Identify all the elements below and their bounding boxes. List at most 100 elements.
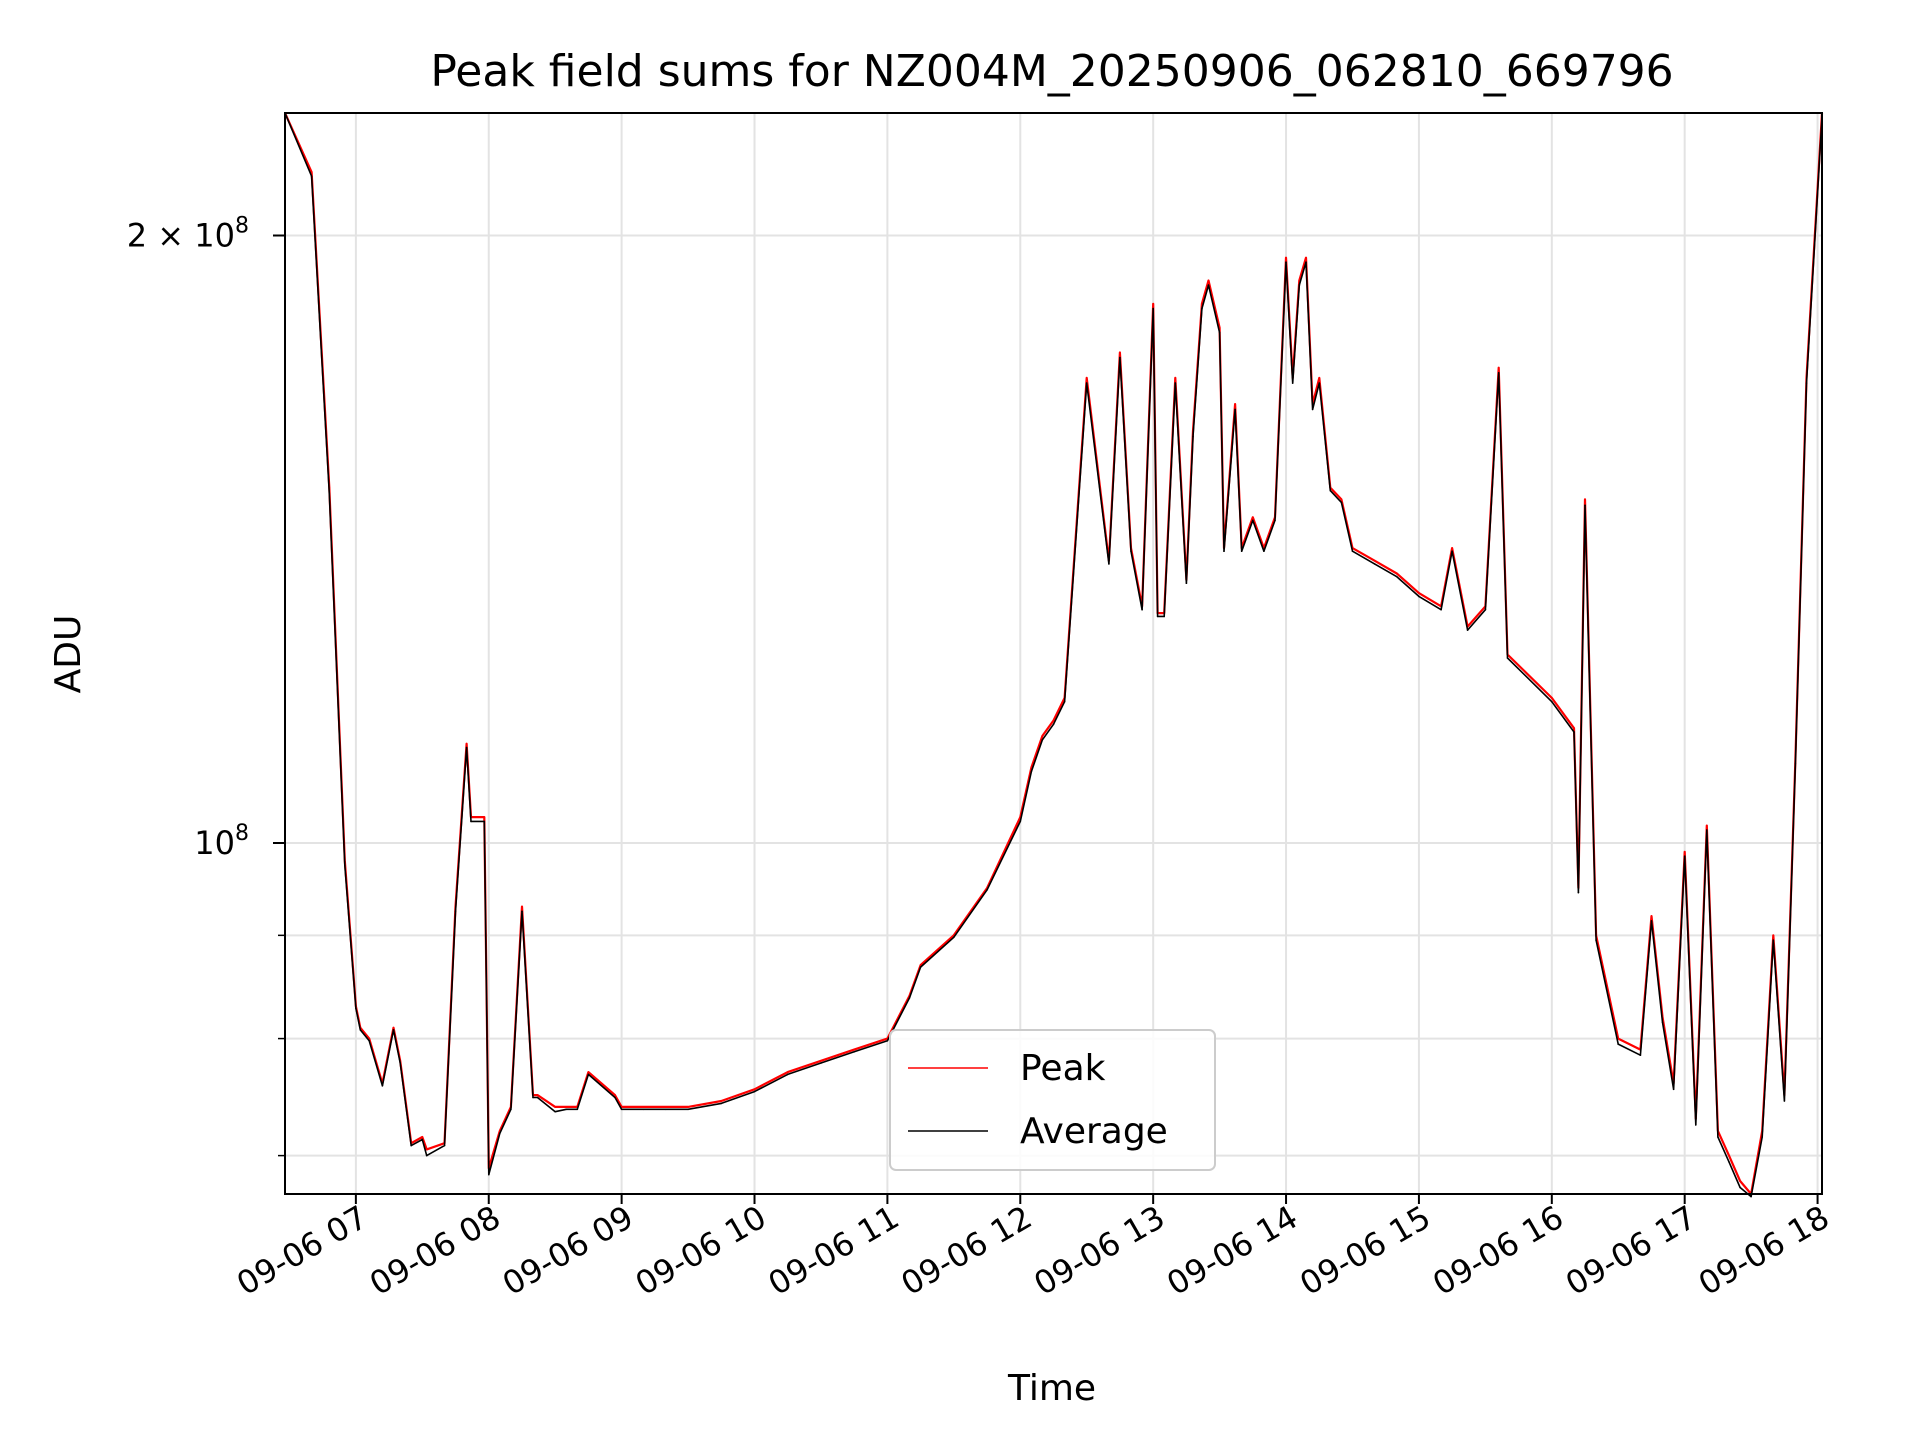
data-point <box>1584 498 1586 501</box>
data-point <box>886 1040 889 1042</box>
data-point <box>1577 891 1580 894</box>
data-point <box>532 1096 534 1099</box>
data-point <box>1573 727 1575 729</box>
data-point <box>554 1106 556 1108</box>
data-point <box>1466 629 1469 631</box>
data-point <box>919 964 922 966</box>
data-point <box>753 1088 756 1091</box>
data-point <box>786 1073 789 1076</box>
data-point <box>1311 408 1314 411</box>
data-point <box>368 1040 371 1042</box>
data-point <box>410 1144 413 1147</box>
data-point <box>1218 331 1221 334</box>
data-point <box>1291 382 1294 384</box>
data-point <box>565 1106 568 1108</box>
data-point <box>687 1106 689 1108</box>
y-tick-base: 2 × 10 <box>127 216 235 254</box>
data-point <box>1174 382 1177 384</box>
data-point <box>1706 829 1708 831</box>
data-point <box>1163 615 1165 618</box>
data-point <box>1252 519 1254 522</box>
legend: Peak Average <box>889 1029 1216 1171</box>
data-point <box>1595 939 1597 941</box>
data-point <box>1201 307 1203 310</box>
data-point <box>1285 261 1287 264</box>
data-point <box>1440 608 1442 611</box>
data-point <box>1661 1021 1664 1024</box>
data-point <box>1373 559 1376 562</box>
data-point <box>853 1048 855 1051</box>
data-point <box>1340 501 1343 504</box>
data-point <box>1285 256 1287 259</box>
data-point <box>576 1108 579 1111</box>
data-point <box>614 1094 616 1096</box>
data-point <box>425 1154 428 1157</box>
data-point <box>1739 1186 1741 1189</box>
data-point <box>1305 256 1307 259</box>
data-point <box>1030 770 1033 773</box>
data-point <box>1750 1195 1752 1198</box>
data-point <box>643 1106 645 1108</box>
data-point <box>1396 575 1398 578</box>
data-point <box>1252 516 1254 519</box>
data-point <box>1207 279 1210 282</box>
data-point <box>1717 1136 1719 1138</box>
data-point <box>1192 435 1194 438</box>
data-point <box>720 1100 723 1102</box>
data-point <box>1772 934 1775 937</box>
data-point <box>344 864 346 866</box>
data-point <box>1728 1154 1730 1157</box>
data-point <box>1329 489 1332 492</box>
data-point <box>1584 504 1586 507</box>
data-point <box>1418 595 1420 598</box>
data-point <box>1783 1100 1786 1102</box>
data-point <box>820 1060 822 1062</box>
data-point <box>1298 284 1301 286</box>
data-point <box>1497 366 1500 369</box>
plot-lines <box>283 112 1824 1198</box>
data-point <box>665 1108 667 1111</box>
data-point <box>1497 372 1500 374</box>
data-point <box>1185 582 1188 584</box>
data-point <box>1805 382 1808 384</box>
data-point <box>1650 915 1653 917</box>
data-point <box>1052 723 1055 726</box>
chart-title: Peak field sums for NZ004M_20250906_0628… <box>430 46 1673 97</box>
data-point <box>853 1051 855 1053</box>
data-point <box>392 1026 395 1029</box>
data-point <box>1201 303 1203 305</box>
data-point <box>587 1071 590 1073</box>
data-point <box>587 1073 590 1076</box>
data-point <box>620 1108 623 1111</box>
grid <box>285 113 1822 1194</box>
legend-label-average: Average <box>1020 1111 1168 1152</box>
data-point <box>536 1094 539 1096</box>
data-point <box>421 1138 424 1141</box>
data-point <box>1234 408 1236 411</box>
data-point <box>1152 303 1154 305</box>
data-point <box>483 816 486 818</box>
data-point <box>1119 351 1121 354</box>
legend-box <box>889 1029 1216 1171</box>
x-axis-label: Time <box>1007 1368 1096 1409</box>
data-point <box>488 1173 490 1176</box>
data-point <box>919 966 922 968</box>
data-point <box>1318 382 1321 384</box>
data-point <box>1240 550 1243 552</box>
y-tick-label: 108 <box>194 821 249 862</box>
y-tick-exponent: 8 <box>235 821 249 846</box>
data-point <box>1451 547 1453 549</box>
data-point <box>310 175 313 177</box>
data-point <box>1141 608 1143 611</box>
data-point <box>1728 1161 1730 1163</box>
data-point <box>465 742 468 745</box>
data-point <box>1739 1180 1741 1182</box>
data-point <box>1418 592 1420 594</box>
data-point <box>1156 615 1159 618</box>
data-point <box>465 746 468 749</box>
data-point <box>565 1108 568 1111</box>
data-point <box>1063 700 1066 703</box>
data-point <box>1041 739 1044 741</box>
